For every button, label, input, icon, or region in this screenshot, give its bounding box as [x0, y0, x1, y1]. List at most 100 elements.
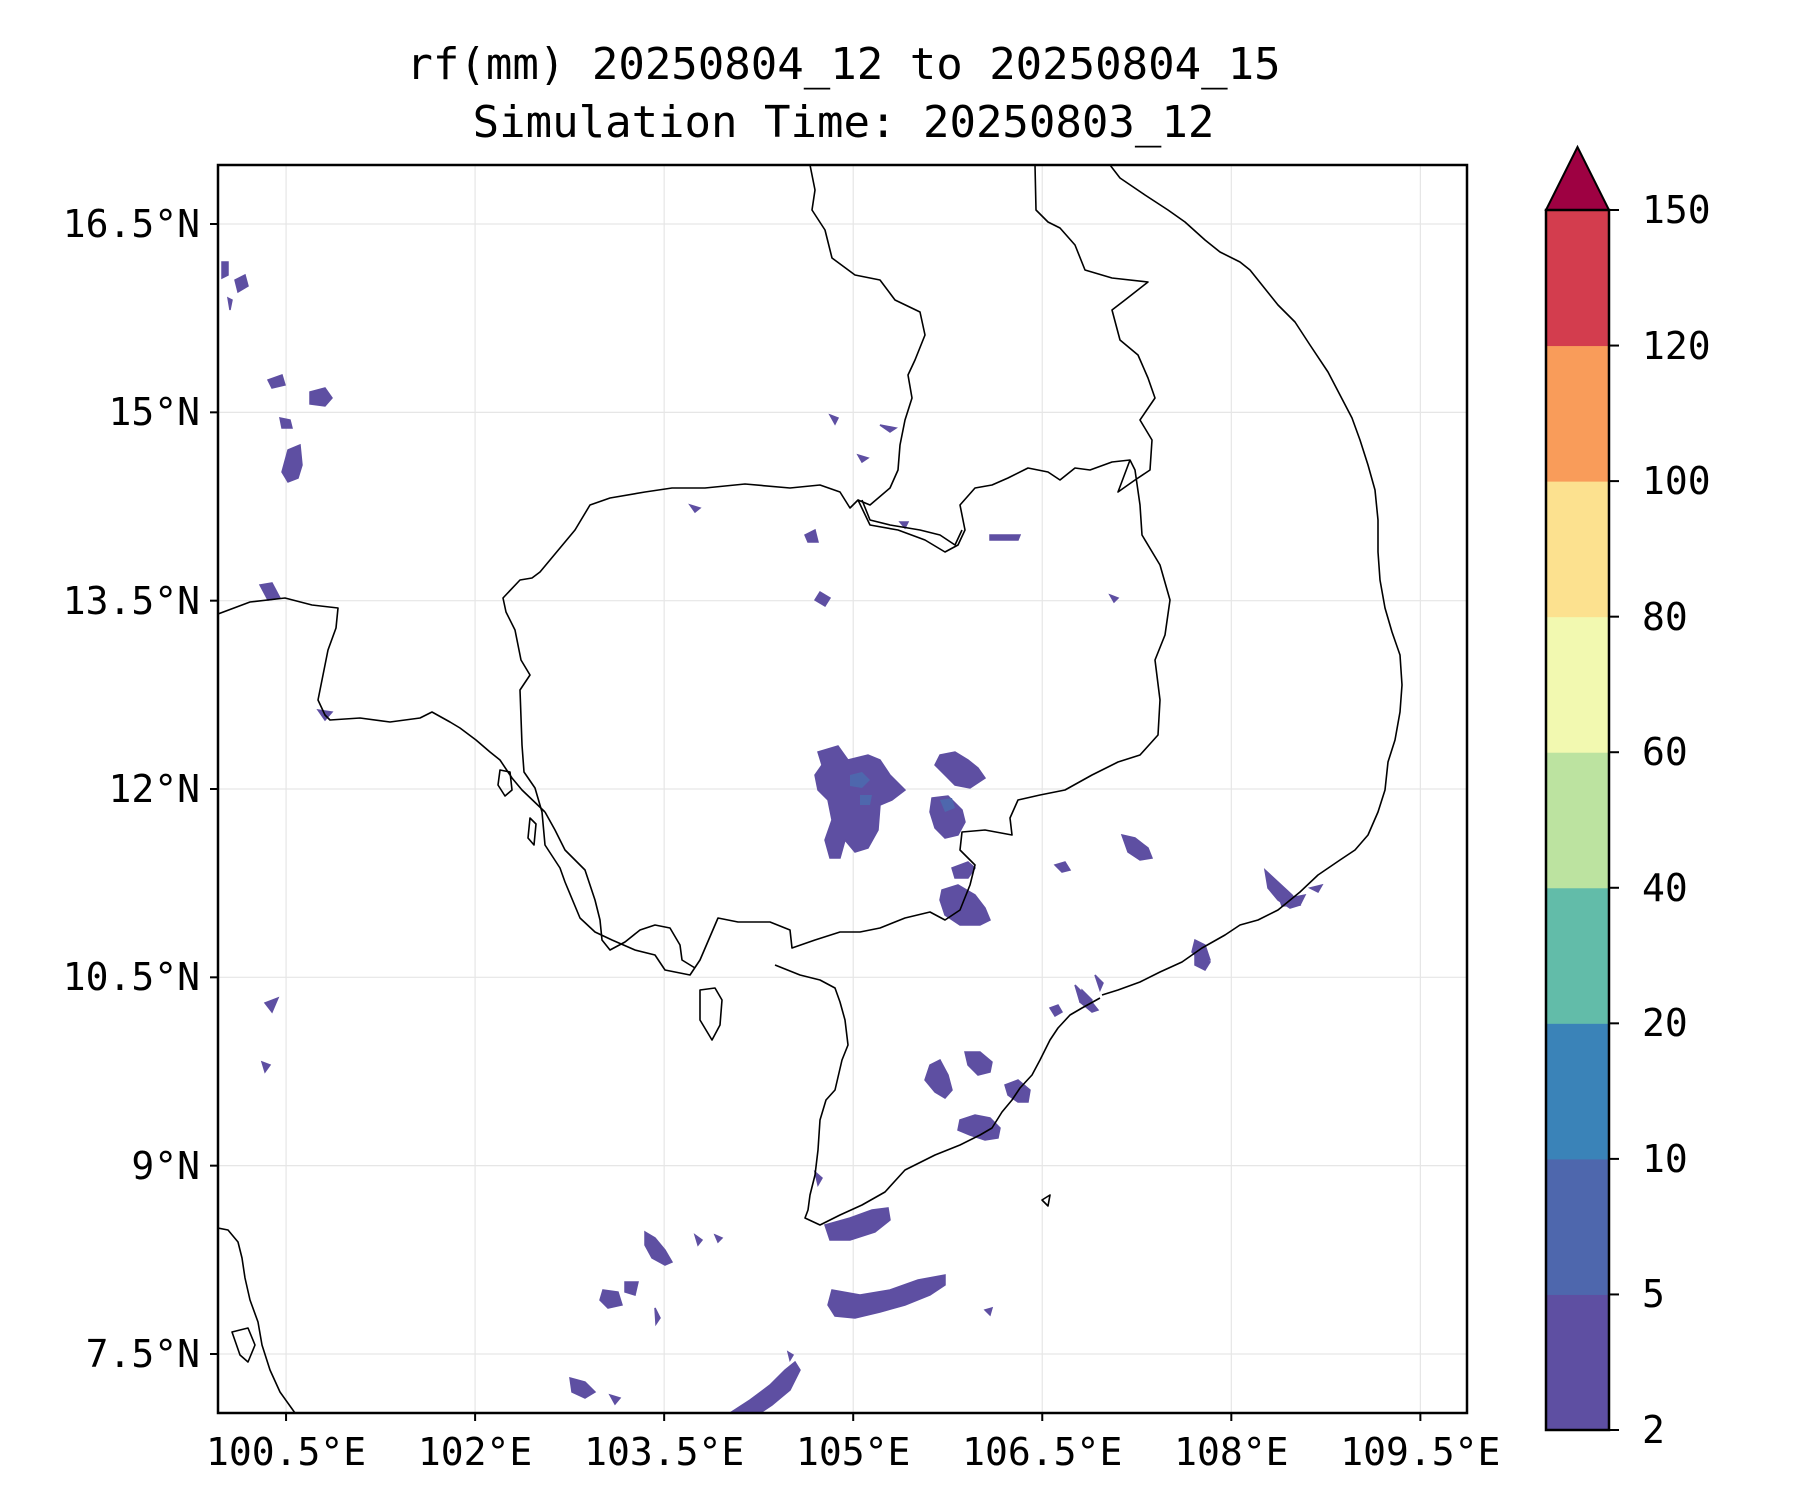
colorbar-bin: [1546, 752, 1609, 889]
rain-patch: [227, 296, 233, 311]
rain-patch: [258, 582, 282, 601]
rain-patch: [813, 590, 832, 608]
rain-patch: [688, 503, 702, 514]
rain-patch: [1307, 883, 1324, 893]
rain-patch: [957, 1114, 1001, 1141]
colorbar-tick-label: 150: [1642, 188, 1711, 232]
rain-patch: [827, 1274, 946, 1319]
island: [231, 1327, 256, 1363]
rain-patch: [624, 1281, 639, 1296]
lon-tick-label: 106.5°E: [962, 1430, 1123, 1474]
colorbar-bin: [1546, 345, 1609, 482]
colorbar-bin: [1546, 616, 1609, 753]
lat-tick-label: 10.5°N: [62, 955, 200, 1000]
rain-patch: [569, 1376, 597, 1399]
cambodia-border: [502, 459, 1171, 976]
rain-patch: [713, 1233, 724, 1244]
island: [497, 769, 513, 797]
rain-patch: [824, 1207, 891, 1241]
rain-patch: [260, 1060, 272, 1074]
lat-tick-label: 16.5°N: [62, 202, 200, 246]
rain-patch: [234, 273, 249, 294]
rain-patch: [951, 861, 977, 879]
rain-patch: [1194, 953, 1212, 971]
colorbar-tick-label: 120: [1642, 323, 1711, 368]
rain-patch: [983, 1306, 994, 1317]
rain-patch: [879, 424, 898, 433]
gridlines: [218, 165, 1467, 1413]
colorbar-bin: [1546, 210, 1609, 347]
lat-tick-label: 12°N: [108, 767, 200, 811]
axis-ticks: [210, 223, 1422, 1421]
mekong-delta-coast: [774, 964, 1101, 1226]
laos-thailand-border: [809, 165, 926, 506]
rain-patch: [599, 1289, 623, 1309]
rain-patch-inner: [940, 798, 955, 812]
colorbar: [1544, 144, 1619, 1432]
rain-patch: [1053, 861, 1072, 873]
lon-tick-label: 103.5°E: [584, 1430, 745, 1474]
colorbar-bin: [1546, 481, 1609, 618]
colorbar-tick-label: 2: [1642, 1408, 1665, 1452]
rain-patch: [804, 528, 819, 543]
colorbar-extend-arrow: [1544, 144, 1611, 211]
phu-quoc-island: [699, 987, 723, 1041]
island: [1041, 1194, 1051, 1207]
rain-patch: [693, 1233, 704, 1247]
rain-patch: [1094, 974, 1104, 993]
thailand-border-west: [218, 597, 546, 813]
rain-patch: [989, 534, 1022, 541]
rain-patch: [813, 1169, 823, 1188]
rain-patch: [924, 1059, 953, 1099]
rainfall-contours: [221, 261, 1324, 1413]
coastlines-and-borders: [218, 165, 1403, 1413]
rain-patch: [279, 417, 293, 429]
rain-patch: [728, 1360, 801, 1413]
rain-patch: [1048, 1004, 1064, 1018]
lon-tick-label: 108°E: [1174, 1430, 1289, 1474]
title-line-2: Simulation Time: 20250803_12: [472, 97, 1215, 148]
colorbar-tick-label: 5: [1642, 1272, 1665, 1317]
colorbar-bin: [1546, 1023, 1609, 1160]
laos-internal-border: [861, 499, 963, 546]
rain-patch: [644, 1230, 674, 1266]
colorbar-bin: [1546, 1294, 1609, 1431]
colorbar-tick-label: 40: [1642, 865, 1688, 910]
rain-patch: [786, 1350, 795, 1362]
rain-patch: [898, 521, 910, 530]
colorbar-bin: [1546, 887, 1609, 1024]
colorbar-frame: [1544, 208, 1611, 1432]
rain-patch: [964, 1051, 993, 1076]
malay-peninsula-coast: [218, 1227, 296, 1413]
rain-patch: [856, 453, 870, 464]
rain-patch: [1120, 833, 1154, 861]
colorbar-tick-label: 100: [1642, 459, 1711, 504]
lon-tick-label: 105°E: [796, 1430, 911, 1474]
lat-tick-label: 9°N: [131, 1143, 200, 1188]
lon-tick-label: 100.5°E: [205, 1430, 367, 1474]
gulf-coast-west: [544, 811, 696, 969]
map-panel: [210, 163, 1469, 1421]
rain-patch: [281, 443, 303, 483]
island: [527, 817, 537, 846]
lon-tick-label: 102°E: [417, 1430, 533, 1474]
rain-patch: [266, 374, 286, 389]
rain-patch: [828, 413, 840, 426]
title-line-1: rf(mm) 20250804_12 to 20250804_15: [406, 39, 1281, 90]
rain-patch: [654, 1307, 661, 1327]
vietnam-east-coast: [1101, 165, 1403, 996]
rain-patch: [263, 996, 280, 1014]
colorbar-tick-label: 80: [1642, 594, 1688, 639]
lat-tick-label: 7.5°N: [85, 1331, 200, 1376]
rain-patch: [221, 261, 229, 280]
colorbar-tick-label: 20: [1642, 1001, 1688, 1046]
rain-patch-inner: [860, 795, 872, 805]
rain-patch: [934, 751, 987, 789]
laos-vietnam-border: [1034, 165, 1156, 493]
colorbar-bin: [1546, 1158, 1609, 1295]
lat-tick-label: 13.5°N: [62, 578, 200, 623]
rain-patch: [608, 1393, 622, 1406]
lat-tick-label: 15°N: [108, 390, 200, 435]
rain-patch-inner: [850, 772, 870, 788]
